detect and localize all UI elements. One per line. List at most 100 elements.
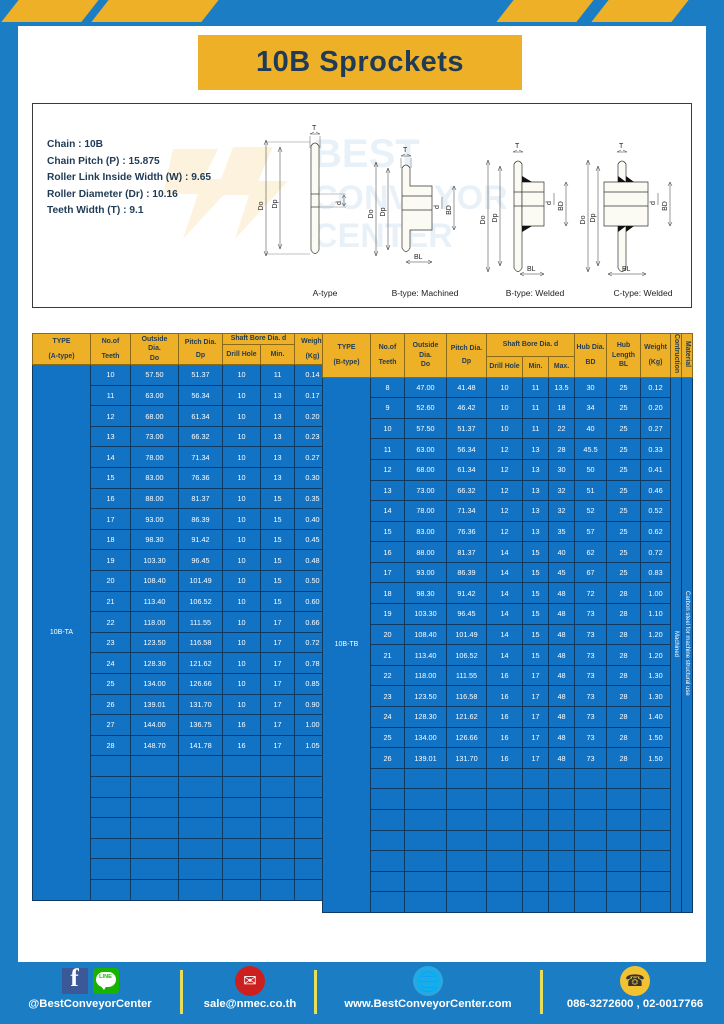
globe-icon[interactable]: 🌐 bbox=[413, 966, 443, 996]
table-cell: 15 bbox=[259, 508, 296, 530]
table-cell: 0.83 bbox=[640, 561, 672, 584]
footer-contact-bar: f LINE @BestConveyorCenter ✉ sale@nmec.c… bbox=[0, 962, 724, 1024]
spec-line: Roller Diameter (Dr) : 10.16 bbox=[47, 188, 178, 200]
table-row-blank bbox=[33, 837, 332, 860]
table-cell: 17 bbox=[90, 508, 131, 530]
table-cell: 0.50 bbox=[294, 570, 332, 592]
table-cell bbox=[547, 767, 576, 790]
table-cell: 0.27 bbox=[640, 417, 672, 440]
table-cell: 28 bbox=[606, 623, 642, 646]
table-cell: 101.49 bbox=[178, 570, 223, 592]
table-cell: 1.30 bbox=[640, 664, 672, 687]
footer-item-email[interactable]: ✉ sale@nmec.co.th bbox=[186, 966, 314, 1010]
svg-text:T: T bbox=[619, 143, 624, 150]
table-cell bbox=[90, 837, 131, 860]
table-cell: 0.35 bbox=[294, 487, 332, 510]
table-cell: 17 bbox=[259, 611, 296, 633]
table-cell: 13 bbox=[90, 425, 131, 448]
table-cell: 18 bbox=[90, 528, 131, 551]
th-type: TYPE (B-type) bbox=[322, 333, 371, 378]
th-type-line1: TYPE bbox=[52, 337, 71, 345]
table-row-blank bbox=[323, 809, 693, 831]
line-icon[interactable]: LINE bbox=[92, 968, 119, 994]
footer-phone-icon-wrap: ☎ bbox=[546, 966, 724, 996]
facebook-icon[interactable]: f bbox=[61, 965, 88, 994]
table-cell: 15 bbox=[522, 644, 549, 666]
table-cell: 126.66 bbox=[178, 673, 223, 695]
table-cell: 14 bbox=[486, 541, 523, 563]
table-cell bbox=[486, 870, 523, 893]
table-cell bbox=[90, 775, 131, 798]
table-cell bbox=[370, 767, 405, 790]
table-cell: 17 bbox=[259, 693, 296, 716]
th-type-line2: (B-type) bbox=[333, 359, 360, 367]
table-row: 22 118.00 111.55 16 17 48 73 28 1.30 bbox=[323, 664, 693, 687]
table-cell: 24 bbox=[370, 706, 405, 728]
svg-text:d: d bbox=[650, 201, 657, 205]
table-cell bbox=[606, 809, 642, 831]
table-cell: 10 bbox=[222, 405, 261, 427]
table-cell: 0.48 bbox=[294, 549, 332, 572]
table-row: 15 83.00 76.36 12 13 35 57 25 0.62 bbox=[323, 520, 693, 543]
email-icon[interactable]: ✉ bbox=[235, 966, 265, 996]
table-cell: 48 bbox=[547, 623, 576, 646]
table-cell: 10 bbox=[222, 384, 261, 407]
th-type-line1: TYPE bbox=[337, 343, 356, 351]
table-cell bbox=[446, 870, 487, 893]
table-cell: 0.62 bbox=[640, 520, 672, 543]
table-cell bbox=[522, 850, 549, 872]
table-cell: 28 bbox=[606, 582, 642, 605]
sprocket-drawing-svg: T Do Dp bbox=[258, 125, 673, 277]
table-cell: 23 bbox=[90, 631, 131, 654]
table-cell bbox=[404, 870, 447, 893]
table-cell bbox=[640, 767, 672, 790]
table-cell: 11 bbox=[522, 397, 549, 419]
footer-item-website[interactable]: 🌐 www.BestConveyorCenter.com bbox=[320, 966, 536, 1010]
table-cell bbox=[178, 817, 223, 839]
table-cell: 72 bbox=[574, 582, 608, 605]
table-cell: 10 bbox=[222, 425, 261, 448]
table-cell: 12 bbox=[486, 520, 523, 543]
table-cell bbox=[640, 891, 672, 913]
svg-text:BD: BD bbox=[558, 201, 565, 211]
table-cell: 52 bbox=[574, 500, 608, 522]
chevron-shape bbox=[591, 0, 689, 22]
table-cell bbox=[259, 837, 296, 860]
table-cell: 81.37 bbox=[178, 487, 223, 510]
table-cell: 101.49 bbox=[446, 623, 487, 646]
th-weight-unit: (Kg) bbox=[648, 359, 663, 367]
table-cell: 71.34 bbox=[178, 446, 223, 469]
table-row: 10B-TB 8 47.00 41.48 10 11 13.5 30 25 0.12 Machine… bbox=[322, 376, 694, 913]
table-cell bbox=[522, 788, 549, 811]
th-hub-dia: Hub Dia. BD bbox=[574, 333, 608, 378]
table-row: 20 108.40 101.49 14 15 48 73 28 1.20 bbox=[323, 623, 693, 646]
table-cell bbox=[90, 796, 131, 819]
table-cell: 98.30 bbox=[404, 582, 447, 605]
th-hublen-symbol: BL bbox=[618, 361, 629, 369]
table-cell: 13.5 bbox=[547, 376, 576, 399]
table-row-blank bbox=[33, 817, 332, 839]
table-cell: 9 bbox=[370, 397, 405, 419]
table-cell: 10 bbox=[486, 417, 523, 440]
table-cell: 17 bbox=[522, 664, 549, 687]
table-cell: 10 bbox=[90, 364, 131, 386]
svg-text:BL: BL bbox=[622, 266, 631, 273]
table-cell bbox=[574, 850, 608, 872]
table-cell: 10 bbox=[222, 673, 261, 695]
phone-icon[interactable]: ☎ bbox=[620, 966, 650, 996]
sprocket-diagrams: T Do Dp bbox=[248, 106, 693, 309]
table-cell bbox=[222, 837, 261, 860]
table-cell: 126.66 bbox=[446, 726, 487, 749]
table-cell: 48 bbox=[547, 644, 576, 666]
table-cell bbox=[259, 878, 296, 901]
table-row-blank bbox=[323, 788, 693, 811]
table-cell bbox=[640, 788, 672, 811]
table-cell bbox=[130, 878, 179, 901]
footer-item-phone[interactable]: ☎ 086-3272600 , 02-0017766 bbox=[546, 966, 724, 1010]
footer-item-social[interactable]: f LINE @BestConveyorCenter bbox=[0, 965, 180, 1010]
table-row: 24 128.30 121.62 10 17 0.78 bbox=[33, 652, 332, 674]
table-cell: 16 bbox=[486, 747, 523, 769]
chevron-shape bbox=[91, 0, 219, 22]
table-cell: 144.00 bbox=[130, 714, 179, 736]
table-cell: 34 bbox=[574, 397, 608, 419]
